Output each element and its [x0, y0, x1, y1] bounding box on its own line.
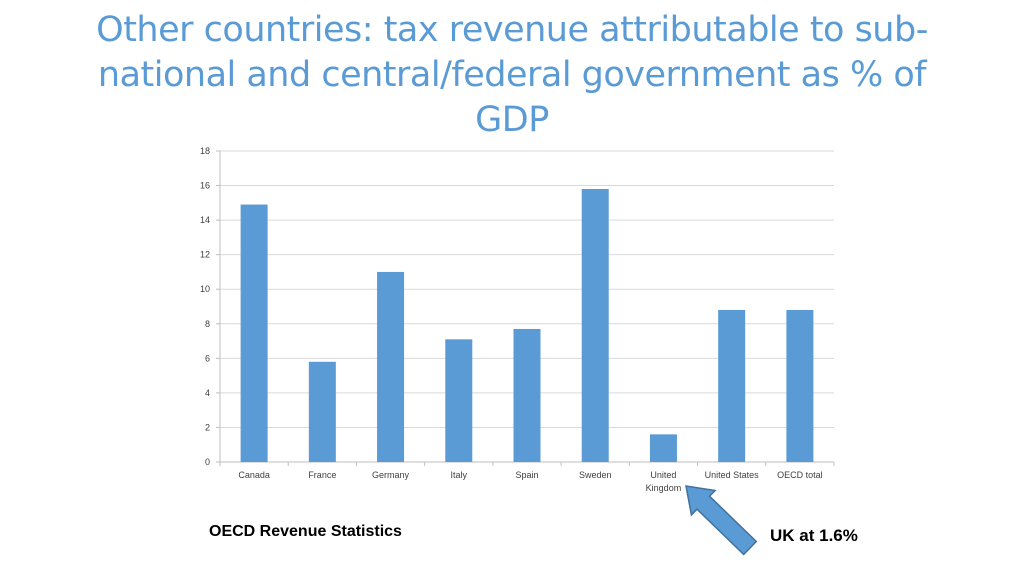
- y-tick-label: 0: [205, 457, 210, 467]
- x-tick-label: Spain: [515, 470, 538, 480]
- y-tick-label: 14: [200, 215, 210, 225]
- y-tick-label: 10: [200, 284, 210, 294]
- callout-text: UK at 1.6%: [770, 526, 858, 545]
- bar-united-kingdom: [649, 434, 677, 462]
- source-note: OECD Revenue Statistics: [209, 523, 402, 540]
- x-tick-label: United: [650, 470, 676, 480]
- y-tick-label: 12: [200, 250, 210, 260]
- bar-sweden: [581, 189, 609, 462]
- slide-title: Other countries: tax revenue attributabl…: [96, 10, 928, 140]
- bar-germany: [377, 271, 405, 462]
- y-tick-label: 2: [205, 422, 210, 432]
- y-tick-label: 6: [205, 353, 210, 363]
- x-tick-label: Italy: [451, 470, 468, 480]
- x-tick-label: Sweden: [579, 470, 612, 480]
- x-tick-label: Germany: [372, 470, 410, 480]
- x-tick-label: OECD total: [777, 470, 823, 480]
- y-tick-label: 4: [205, 388, 210, 398]
- x-tick-label: Kingdom: [646, 483, 682, 493]
- bar-oecd-total: [786, 309, 814, 462]
- y-tick-label: 8: [205, 319, 210, 329]
- x-tick-label: United States: [705, 470, 760, 480]
- bar-canada: [240, 204, 268, 463]
- x-tick-labels: Canada France Germany Italy Spain Sweden Unite…: [238, 470, 822, 493]
- bar-spain: [513, 328, 541, 462]
- y-tick-labels: 0 2 4 6 8 10 12 14 16 18: [200, 146, 210, 467]
- bar-france: [308, 361, 336, 462]
- y-tick-label: 18: [200, 146, 210, 156]
- y-tick-label: 16: [200, 181, 210, 191]
- x-tick-label: Canada: [238, 470, 270, 480]
- bar-united-states: [718, 309, 746, 462]
- bars: [240, 189, 814, 463]
- bar-italy: [445, 339, 473, 462]
- x-tick-label: France: [308, 470, 336, 480]
